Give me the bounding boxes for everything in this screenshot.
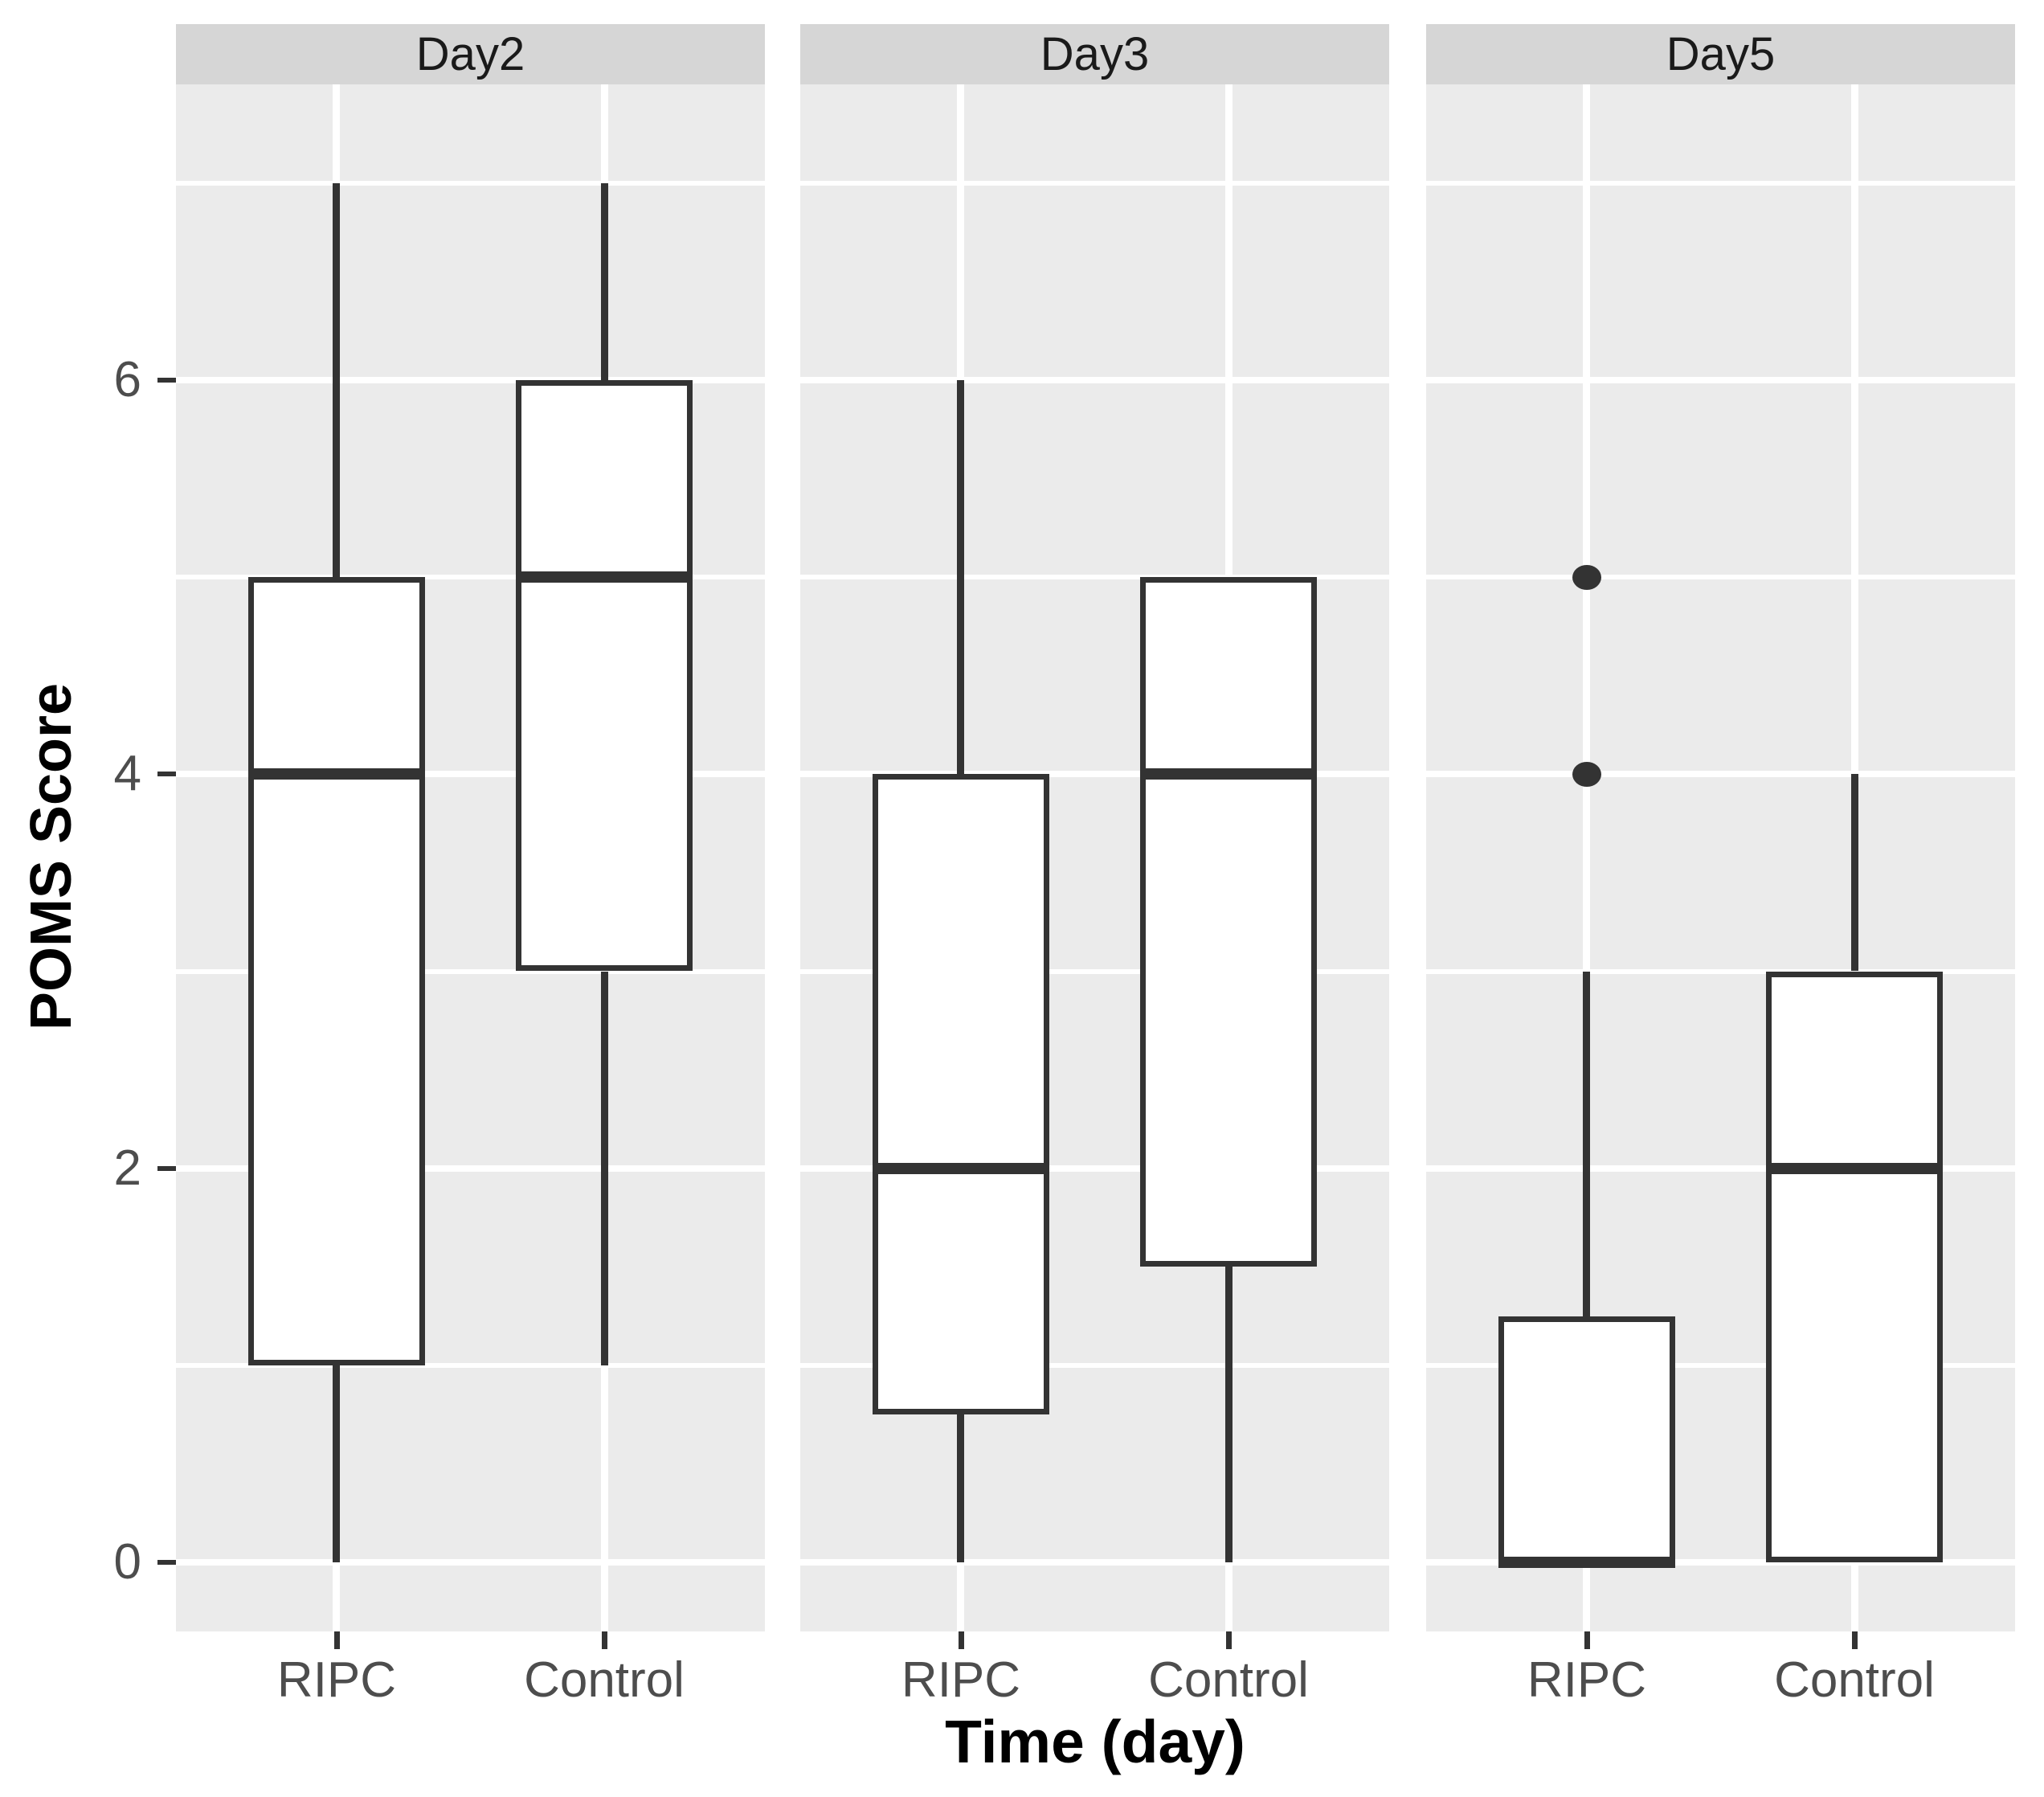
x-axis-title: Time (day) xyxy=(945,1708,1245,1775)
outlier-point xyxy=(1572,564,1601,590)
lower-whisker xyxy=(600,971,608,1365)
major-gridline xyxy=(1426,771,2015,778)
major-gridline xyxy=(800,376,1389,383)
y-tick-mark xyxy=(157,1166,176,1171)
boxplot-box xyxy=(247,577,425,1365)
major-gridline xyxy=(800,771,1389,778)
facet-panel-day2: Day2 RIPC Control xyxy=(176,24,765,1712)
median-line xyxy=(247,768,425,780)
facet-panel-day5: Day5 RIPC Control xyxy=(1426,24,2015,1712)
category-gridline xyxy=(1583,84,1591,1631)
x-tick-mark xyxy=(959,1631,964,1649)
minor-gridline xyxy=(1426,1362,2015,1368)
x-tick-label-control: Control xyxy=(1774,1652,1935,1708)
facet-strip-label: Day3 xyxy=(1040,28,1150,80)
upper-whisker xyxy=(1850,774,1858,972)
facet-strip: Day2 xyxy=(176,24,765,84)
facet-panel-day3: Day3 RIPC Control xyxy=(800,24,1389,1712)
upper-whisker xyxy=(333,182,341,578)
minor-gridline xyxy=(1426,180,2015,186)
upper-whisker xyxy=(957,379,965,775)
major-gridline xyxy=(176,1165,765,1172)
facet-strip: Day5 xyxy=(1426,24,2015,84)
minor-gridline xyxy=(1426,968,2015,974)
median-line xyxy=(516,571,693,583)
major-gridline xyxy=(1426,1559,2015,1566)
median-line xyxy=(872,1162,1049,1174)
minor-gridline xyxy=(800,575,1389,580)
plot-area xyxy=(1426,84,2015,1631)
y-tick-mark xyxy=(157,1560,176,1565)
y-tick-label-0: 0 xyxy=(113,1534,141,1590)
minor-gridline xyxy=(1426,575,2015,580)
minor-gridline xyxy=(800,1362,1389,1368)
y-tick-label-2: 2 xyxy=(113,1140,141,1196)
x-tick-mark xyxy=(602,1631,607,1649)
boxplot-box xyxy=(1498,1316,1675,1563)
major-gridline xyxy=(1426,1165,2015,1172)
facet-strip-label: Day2 xyxy=(415,28,525,80)
x-tick-mark xyxy=(334,1631,340,1649)
y-axis-title: POMS Score xyxy=(19,682,84,1031)
x-tick-mark xyxy=(1584,1631,1590,1649)
minor-gridline xyxy=(800,180,1389,186)
median-line xyxy=(1140,768,1318,780)
median-line xyxy=(1766,1162,1944,1174)
y-tick-mark xyxy=(157,378,176,383)
minor-gridline xyxy=(176,968,765,974)
outlier-point xyxy=(1572,761,1601,787)
major-gridline xyxy=(176,376,765,383)
major-gridline xyxy=(800,1559,1389,1566)
facet-strip-label: Day5 xyxy=(1666,28,1776,80)
major-gridline xyxy=(176,771,765,778)
x-tick-mark xyxy=(1226,1631,1232,1649)
lower-whisker xyxy=(333,1365,341,1563)
boxplot-box xyxy=(1766,971,1944,1563)
x-tick-label-ripc: RIPC xyxy=(276,1652,397,1708)
minor-gridline xyxy=(176,1362,765,1368)
boxplot-box xyxy=(516,379,693,972)
median-line xyxy=(1498,1557,1675,1569)
x-tick-label-ripc: RIPC xyxy=(901,1652,1021,1708)
x-tick-label-ripc: RIPC xyxy=(1527,1652,1647,1708)
x-tick-label-control: Control xyxy=(1148,1652,1309,1708)
y-tick-label-6: 6 xyxy=(113,352,141,407)
x-tick-label-control: Control xyxy=(524,1652,685,1708)
x-tick-mark xyxy=(1852,1631,1858,1649)
plot-area xyxy=(176,84,765,1631)
y-tick-mark xyxy=(157,772,176,776)
plot-area xyxy=(800,84,1389,1631)
lower-whisker xyxy=(957,1414,965,1563)
minor-gridline xyxy=(176,575,765,580)
boxplot-box xyxy=(872,774,1049,1415)
lower-whisker xyxy=(1224,1267,1233,1563)
upper-whisker xyxy=(600,182,608,380)
y-tick-label-4: 4 xyxy=(113,746,141,801)
major-gridline xyxy=(800,1165,1389,1172)
upper-whisker xyxy=(1583,971,1591,1316)
major-gridline xyxy=(1426,376,2015,383)
minor-gridline xyxy=(800,968,1389,974)
facet-strip: Day3 xyxy=(800,24,1389,84)
major-gridline xyxy=(176,1559,765,1566)
boxplot-box xyxy=(1140,577,1318,1267)
minor-gridline xyxy=(176,180,765,186)
